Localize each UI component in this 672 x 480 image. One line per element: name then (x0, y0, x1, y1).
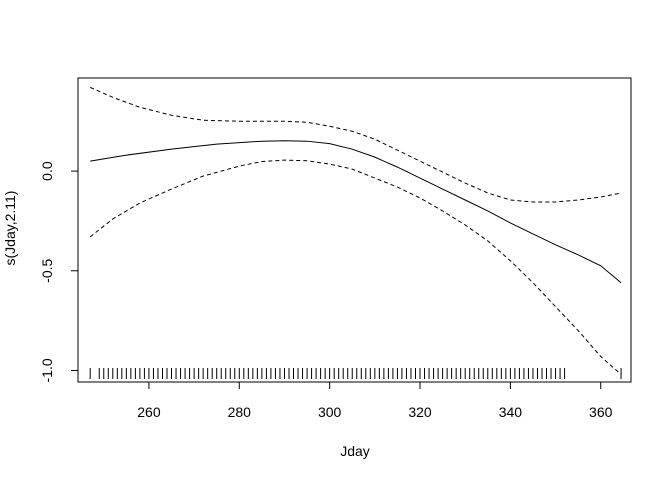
y-axis-title: s(Jday,2.11) (2, 191, 18, 266)
x-axis-title: Jday (340, 443, 370, 459)
y-tick-label: -1.0 (39, 358, 55, 382)
plot-area (89, 86, 622, 379)
lower-confidence-line (89, 159, 622, 375)
x-tick-label: 260 (137, 404, 161, 420)
y-tick-label: -0.5 (39, 258, 55, 282)
smooth-estimate-line (90, 140, 622, 284)
x-tick-label: 280 (228, 404, 252, 420)
x-tick-label: 320 (408, 404, 432, 420)
axes: 260 280 300 320 340 360 0.0 -0.5 -1.0 (39, 77, 632, 420)
x-tick-label: 300 (318, 404, 342, 420)
x-tick-label: 340 (499, 404, 523, 420)
y-tick-label: 0.0 (39, 161, 55, 181)
upper-confidence-line (89, 86, 622, 203)
x-tick-label: 360 (589, 404, 613, 420)
